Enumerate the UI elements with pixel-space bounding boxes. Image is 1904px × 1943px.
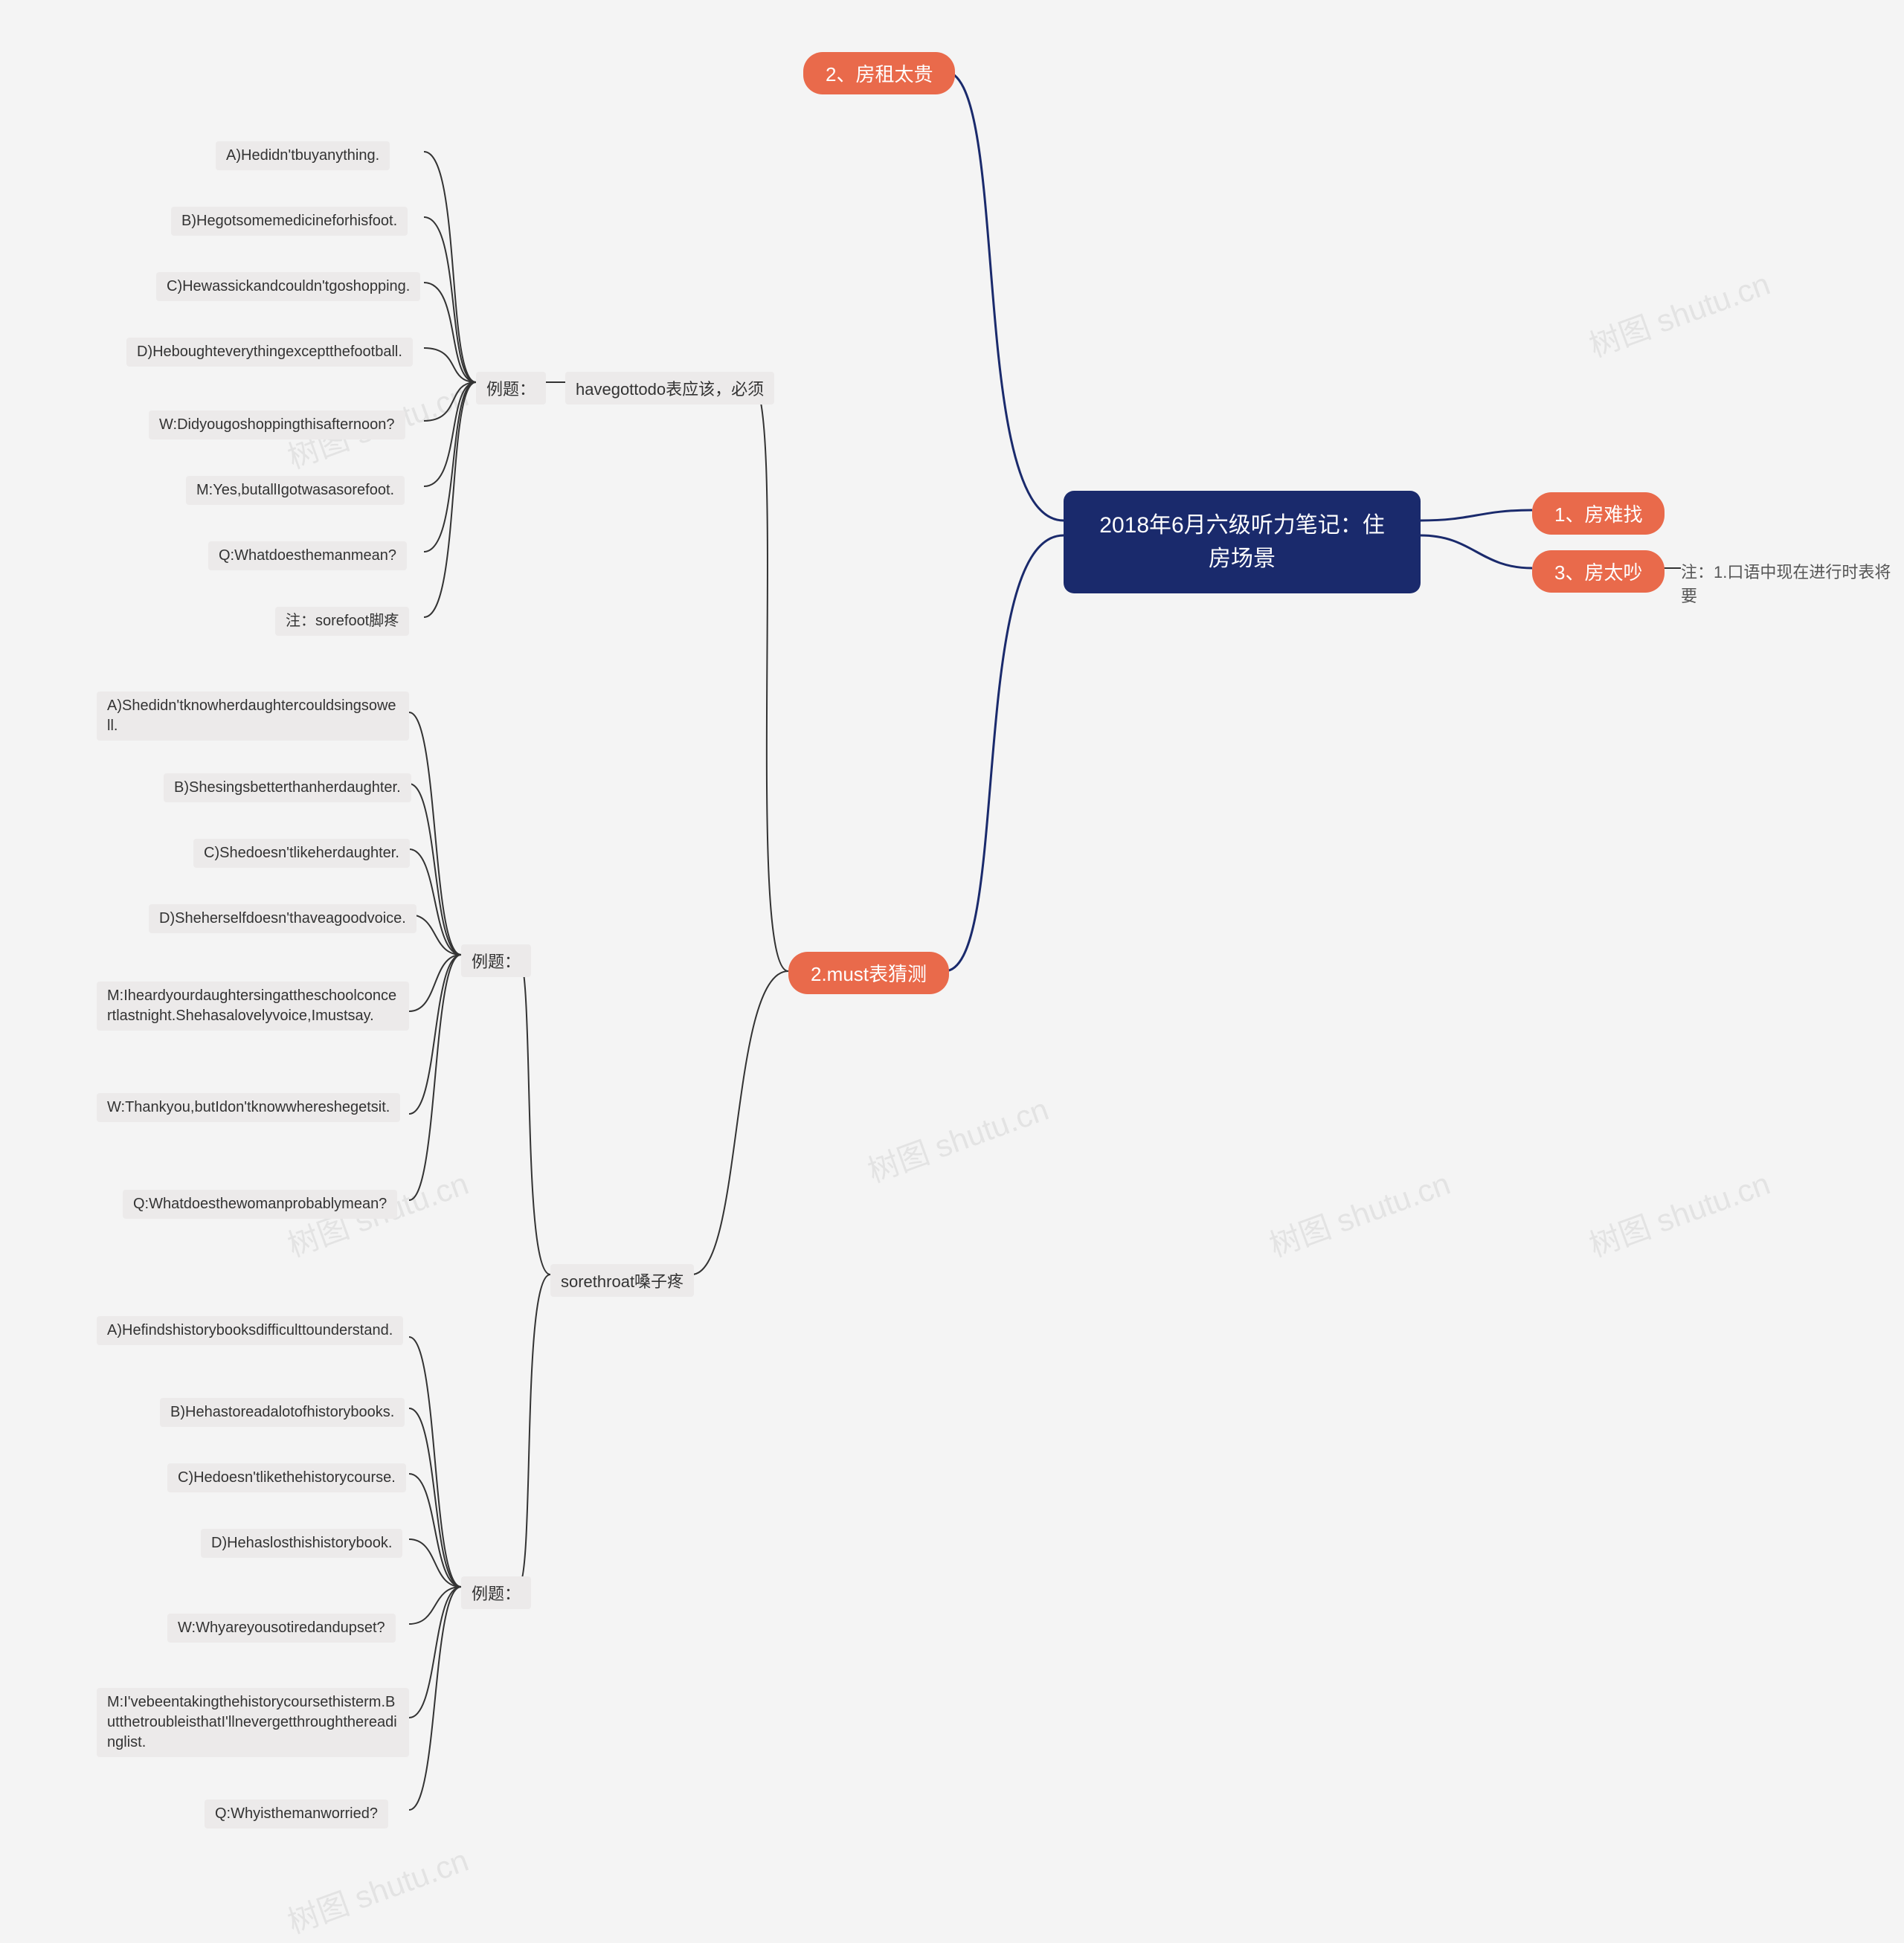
leaf-g1-3: D)Heboughteverythingexceptthefootball.	[126, 338, 413, 367]
leaf-g3-5: M:I'vebeentakingthehistorycoursethisterm…	[97, 1688, 409, 1757]
leaf-g2-5: W:Thankyou,butIdon'tknowwhereshegetsit.	[97, 1093, 400, 1122]
leaf-g1-5: M:Yes,butallIgotwasasorefoot.	[186, 476, 405, 505]
leaf-g3-3: D)Hehaslosthishistorybook.	[201, 1529, 402, 1558]
sub-example-3[interactable]: 例题：	[461, 1576, 531, 1609]
watermark: 树图 shutu.cn	[861, 1084, 1054, 1191]
sub-example-2[interactable]: 例题：	[461, 944, 531, 977]
leaf-g2-3: D)Sheherselfdoesn'thaveagoodvoice.	[149, 904, 416, 933]
leaf-g1-7: 注：sorefoot脚疼	[275, 607, 409, 636]
leaf-g3-4: W:Whyareyousotiredandupset?	[167, 1614, 396, 1643]
leaf-g1-1: B)Hegotsomemedicineforhisfoot.	[171, 207, 408, 236]
leaf-g2-2: C)Shedoesn'tlikeherdaughter.	[193, 839, 410, 868]
sub-sorethroat[interactable]: sorethroat嗓子疼	[550, 1264, 694, 1297]
branch-house-hard-find[interactable]: 1、房难找	[1532, 492, 1665, 535]
leaf-g3-2: C)Hedoesn'tlikethehistorycourse.	[167, 1463, 406, 1492]
leaf-g1-4: W:Didyougoshoppingthisafternoon?	[149, 410, 405, 439]
sub-havegottodo[interactable]: havegottodo表应该，必须	[565, 372, 774, 405]
leaf-g3-6: Q:Whyisthemanworried?	[205, 1799, 388, 1828]
watermark: 树图 shutu.cn	[1582, 1159, 1775, 1266]
watermark: 树图 shutu.cn	[1582, 259, 1775, 366]
leaf-g1-2: C)Hewassickandcouldn'tgoshopping.	[156, 272, 420, 301]
leaf-g1-0: A)Hedidn'tbuyanything.	[216, 141, 390, 170]
sub-example-1[interactable]: 例题：	[476, 372, 546, 405]
leaf-g1-6: Q:Whatdoesthemanmean?	[208, 541, 407, 570]
leaf-g3-0: A)Hefindshistorybooksdifficulttoundersta…	[97, 1316, 403, 1345]
watermark: 树图 shutu.cn	[280, 1835, 474, 1942]
leaf-g2-6: Q:Whatdoesthewomanprobablymean?	[123, 1190, 397, 1219]
branch-rent-expensive[interactable]: 2、房租太贵	[803, 52, 955, 94]
leaf-g2-4: M:Iheardyourdaughtersingattheschoolconce…	[97, 982, 409, 1031]
leaf-g2-1: B)Shesingsbetterthanherdaughter.	[164, 773, 411, 802]
leaf-g3-1: B)Hehastoreadalotofhistorybooks.	[160, 1398, 405, 1427]
branch-house-noisy[interactable]: 3、房太吵	[1532, 550, 1665, 593]
branch-must-guess[interactable]: 2.must表猜测	[788, 952, 949, 994]
root-node[interactable]: 2018年6月六级听力笔记：住房场景	[1064, 491, 1421, 593]
watermark: 树图 shutu.cn	[1262, 1159, 1456, 1266]
leaf-g2-0: A)Shedidn'tknowherdaughtercouldsingsowel…	[97, 692, 409, 741]
note-progressive-future: 注：1.口语中现在进行时表将要	[1681, 559, 1904, 607]
